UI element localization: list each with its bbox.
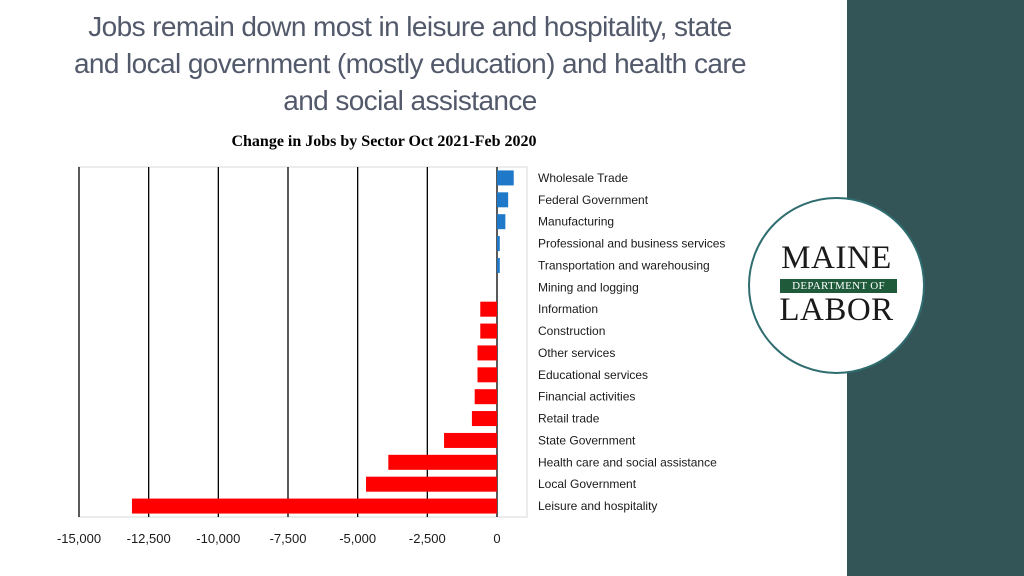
x-tick-label: -2,500 [409,531,446,546]
category-label: Professional and business services [538,237,725,251]
x-tick-label: -15,000 [57,531,101,546]
logo-department-band: DEPARTMENT OF [780,279,897,293]
category-label: Transportation and warehousing [538,258,710,272]
bar [497,214,506,230]
bar [497,192,509,208]
title-line-2: and local government (mostly education) … [73,48,747,79]
bar [366,476,497,492]
x-tick-label: -12,500 [127,531,171,546]
logo-maine-text: MAINE [781,240,892,276]
category-label: Federal Government [538,193,649,207]
bar [497,257,500,273]
bar [497,236,500,252]
bar [480,301,497,317]
category-label: Wholesale Trade [538,171,628,185]
slide-title: Jobs remain down most in leisure and hos… [30,8,790,119]
category-label: Mining and logging [538,280,639,294]
bar [477,367,497,383]
category-label: Educational services [538,368,648,382]
logo-labor-text: LABOR [779,292,894,328]
bar [497,170,514,186]
category-label: Local Government [538,477,637,491]
chart-title: Change in Jobs by Sector Oct 2021-Feb 20… [231,133,536,150]
category-label: Leisure and hospitality [538,499,657,513]
bar [388,454,497,470]
x-tick-label: -7,500 [270,531,307,546]
maine-dol-logo: MAINE DEPARTMENT OF LABOR [748,197,925,374]
bar [477,345,497,361]
category-label: Information [538,302,598,316]
x-tick-label: -5,000 [339,531,376,546]
bar [444,432,497,448]
category-label: Manufacturing [538,215,614,229]
bar [474,389,497,405]
title-line-1: Jobs remain down most in leisure and hos… [88,11,732,42]
category-label: Construction [538,324,605,338]
category-labels: Wholesale Trade Federal Government Manufac… [538,171,725,513]
category-label: Financial activities [538,390,635,404]
title-line-3: and social assistance [283,85,537,116]
bar [471,411,497,427]
category-label: Other services [538,346,615,360]
bar [131,498,498,514]
bars [131,170,514,514]
jobs-change-chart: Change in Jobs by Sector Oct 2021-Feb 20… [57,133,725,546]
x-tick-label: 0 [493,531,500,546]
x-tick-labels: -15,000 -12,500 -10,000 -7,500 -5,000 -2,500 0 [57,531,501,546]
x-tick-label: -10,000 [196,531,240,546]
category-label: Health care and social assistance [538,455,717,469]
bar [480,323,497,339]
category-label: State Government [538,433,636,447]
category-label: Retail trade [538,412,600,426]
